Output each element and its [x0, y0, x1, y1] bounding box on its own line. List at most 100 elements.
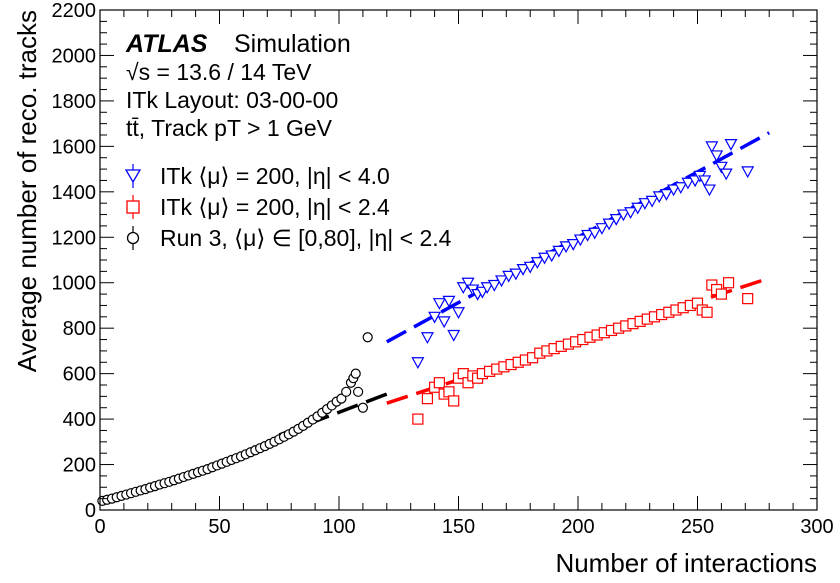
y-tick-label: 800: [63, 318, 96, 340]
y-tick-label: 0: [85, 500, 96, 522]
plot-annotations: ATLAS Simulation √s = 13.6 / 14 TeV ITk …: [125, 30, 351, 141]
data-point-itk-eta40: [631, 202, 645, 215]
y-tick-label: 1000: [52, 273, 97, 295]
data-point-run3: [350, 368, 361, 379]
square-marker-icon: [126, 200, 140, 214]
y-tick-label: 1800: [52, 91, 97, 113]
data-point-itk-eta24: [742, 293, 754, 305]
data-point-itk-eta24: [412, 413, 424, 425]
data-point-itk-eta24: [448, 395, 460, 407]
data-point-itk-eta40: [581, 229, 595, 242]
data-point-itk-eta40: [638, 198, 652, 210]
data-point-itk-eta40: [595, 223, 609, 235]
y-tick-label: 1400: [52, 182, 97, 204]
data-point-itk-eta40: [719, 168, 733, 181]
data-point-itk-eta40: [741, 166, 755, 179]
atlas-label: ATLAS: [125, 30, 208, 58]
data-point-itk-eta40: [516, 263, 530, 276]
data-point-itk-eta40: [420, 332, 434, 345]
legend-entry-itk-eta40: ITk ⟨μ⟩ = 200, |η| < 4.0: [124, 163, 390, 189]
data-point-itk-eta40: [559, 241, 573, 254]
data-point-itk-eta40: [714, 161, 728, 174]
data-point-itk-eta24: [421, 393, 434, 405]
data-point-itk-eta40: [624, 207, 638, 220]
data-point-itk-eta40: [451, 307, 466, 320]
layout-label: ITk Layout: 03-00-00: [126, 87, 338, 113]
data-point-itk-eta24: [433, 377, 445, 389]
data-point-itk-eta40: [667, 184, 681, 197]
circle-marker-icon: [126, 231, 140, 245]
legend: ITk ⟨μ⟩ = 200, |η| < 4.0 ITk ⟨μ⟩ = 200, …: [124, 163, 452, 251]
triangle-marker-icon: [124, 169, 142, 184]
data-point-itk-eta40: [523, 261, 537, 274]
data-point-itk-eta24: [701, 306, 713, 318]
data-point-run3: [336, 393, 347, 404]
y-tick-label: 400: [63, 409, 96, 431]
data-markers: [97, 138, 755, 507]
y-tick-label: 1600: [52, 136, 97, 158]
data-point-itk-eta40: [674, 182, 688, 195]
data-point-itk-eta40: [428, 311, 442, 324]
data-point-itk-eta40: [495, 275, 509, 288]
x-tick-label: 100: [322, 516, 355, 538]
data-point-itk-eta40: [702, 184, 716, 197]
data-point-itk-eta40: [681, 177, 695, 190]
legend-label: ITk ⟨μ⟩ = 200, |η| < 2.4: [160, 194, 390, 220]
y-tick-label: 2200: [52, 0, 97, 22]
data-point-itk-eta40: [447, 329, 461, 342]
data-point-itk-eta40: [437, 316, 451, 329]
data-point-itk-eta40: [710, 150, 724, 163]
data-point-itk-eta40: [545, 250, 559, 263]
data-point-itk-eta40: [645, 195, 659, 208]
x-tick-label: 250: [681, 516, 714, 538]
y-axis-label: Average number of reco. tracks: [12, 10, 42, 372]
x-tick-label: 200: [561, 516, 594, 538]
data-point-itk-eta24: [722, 277, 735, 289]
process-label: tt̄, Track pT > 1 GeV: [126, 115, 333, 141]
simulation-label: Simulation: [234, 30, 351, 58]
data-point-itk-eta40: [487, 279, 501, 292]
data-point-itk-eta40: [652, 191, 666, 204]
data-point-itk-eta40: [724, 138, 738, 151]
data-point-itk-eta40: [552, 245, 566, 258]
data-point-run3: [341, 386, 352, 397]
plot-frame: [99, 9, 818, 511]
x-tick-label: 50: [208, 516, 230, 538]
data-point-run3: [362, 332, 373, 343]
data-point-itk-eta40: [588, 227, 602, 240]
x-axis-label: Number of interactions: [555, 548, 817, 578]
data-point-itk-eta40: [566, 238, 580, 251]
legend-label: ITk ⟨μ⟩ = 200, |η| < 4.0: [160, 163, 390, 189]
data-point-run3: [353, 386, 364, 397]
legend-entry-itk-eta24: ITk ⟨μ⟩ = 200, |η| < 2.4: [126, 194, 390, 220]
data-point-itk-eta40: [480, 282, 494, 295]
x-tick-label: 0: [94, 516, 105, 538]
x-tick-label: 150: [442, 516, 475, 538]
y-tick-label: 2000: [52, 45, 97, 67]
data-point-itk-eta40: [461, 277, 475, 290]
data-point-itk-eta40: [616, 209, 630, 222]
data-point-run3: [357, 402, 368, 413]
data-point-itk-eta40: [432, 298, 446, 310]
data-point-itk-eta40: [411, 357, 425, 370]
data-point-itk-eta40: [530, 257, 544, 270]
data-point-itk-eta40: [442, 295, 456, 308]
y-tick-label: 600: [63, 364, 96, 386]
legend-entry-run3: Run 3, ⟨μ⟩ ∈ [0,80], |η| < 2.4: [126, 225, 452, 251]
y-tick-label: 1200: [52, 227, 97, 249]
axes: 0 50 100 150 200 250 300 0 200 400 600 800 1000 1200 1…: [52, 0, 834, 538]
data-point-itk-eta40: [705, 141, 719, 154]
legend-label: Run 3, ⟨μ⟩ ∈ [0,80], |η| < 2.4: [160, 225, 452, 251]
data-point-itk-eta40: [659, 188, 673, 201]
data-point-itk-eta24: [715, 288, 728, 300]
data-point-itk-eta40: [509, 268, 523, 281]
data-point-itk-eta40: [698, 175, 712, 188]
energy-label: √s = 13.6 / 14 TeV: [126, 59, 312, 85]
x-tick-label: 300: [800, 516, 833, 538]
data-point-itk-eta40: [602, 218, 616, 231]
data-point-itk-eta40: [573, 234, 587, 247]
data-point-itk-eta40: [502, 270, 516, 283]
data-point-itk-eta40: [538, 252, 552, 265]
y-tick-label: 200: [63, 455, 96, 477]
